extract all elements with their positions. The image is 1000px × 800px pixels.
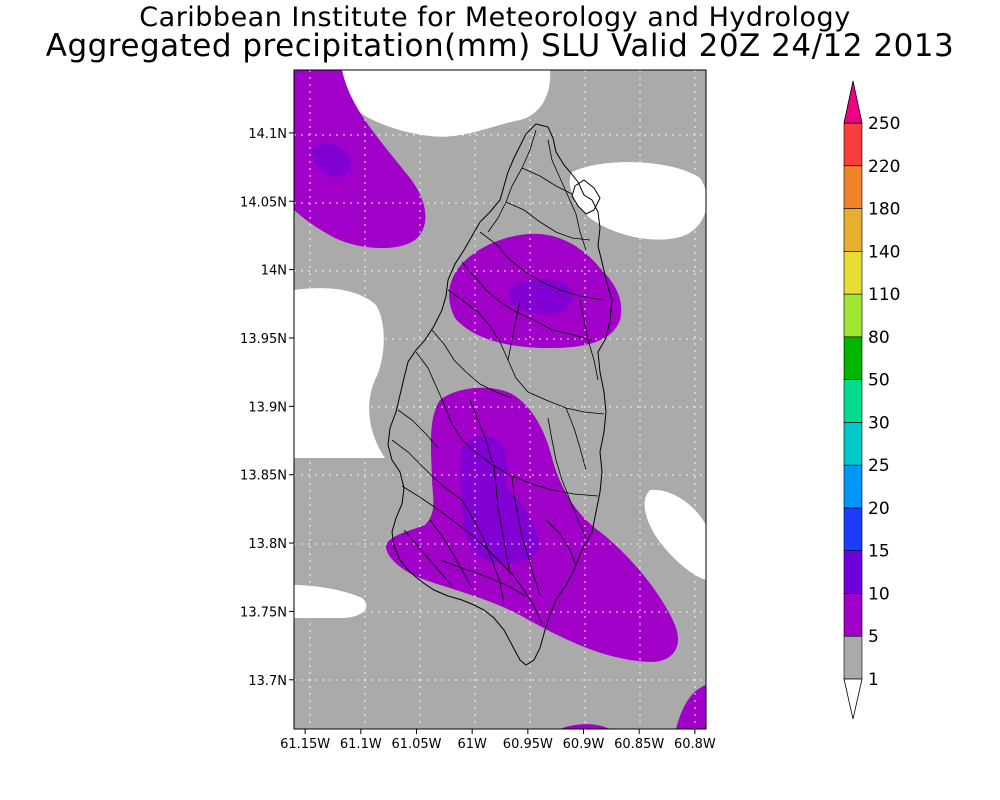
lon-tick-label: 60.85W [614, 737, 664, 752]
field-under-1mm [338, 70, 551, 137]
latitude-axis: 14.1N 14.05N 14N 13.95N 13.9N 13.85N 13.8N 13.7… [240, 127, 294, 689]
field-under-1mm [294, 585, 367, 618]
colorbar-swatch [843, 507, 863, 551]
lat-tick-label: 14.1N [248, 127, 287, 142]
lat-tick-label: 13.8N [248, 537, 287, 552]
colorbar-swatch [843, 635, 863, 680]
colorbar-label: 5 [868, 627, 879, 647]
colorbar-swatch [843, 251, 863, 295]
lat-tick-label: 13.75N [240, 605, 287, 620]
lon-tick-label: 61.1W [340, 737, 382, 752]
lat-tick-label: 13.95N [240, 332, 287, 347]
field-10-15mm [312, 143, 352, 178]
colorbar-label: 25 [868, 456, 890, 476]
colorbar-swatch [843, 165, 863, 209]
field-10-15mm [510, 278, 572, 315]
colorbar-swatch [843, 593, 863, 637]
field-5-10mm [676, 685, 706, 729]
longitude-axis: 61.15W 61.1W 61.05W 61W 60.95W 60.9W 60.85W 60.… [280, 729, 716, 752]
colorbar-label: 20 [868, 499, 890, 519]
field-5-10mm [294, 70, 426, 249]
lat-tick-label: 13.85N [240, 469, 287, 484]
colorbar-swatch [843, 122, 863, 167]
title-line-1: Caribbean Institute for Meteorology and … [139, 2, 851, 33]
lat-tick-label: 14.05N [240, 195, 287, 210]
plot-frame [293, 69, 707, 730]
colorbar-label: 15 [868, 542, 890, 562]
field-under-1mm [294, 288, 385, 458]
colorbar-swatch [843, 208, 863, 252]
island-outline [387, 123, 613, 666]
field-under-1mm [569, 162, 706, 240]
grid-lines [294, 70, 706, 729]
lon-tick-label: 61W [457, 737, 487, 752]
lon-tick-label: 60.8W [674, 737, 716, 752]
colorbar-label: 80 [868, 328, 890, 348]
lat-tick-label: 13.7N [248, 674, 287, 689]
title-line-2: Aggregated precipitation(mm) SLU Valid 2… [45, 28, 955, 64]
colorbar-swatch [843, 293, 863, 338]
colorbar-swatch [843, 464, 863, 509]
lat-tick-label: 13.9N [248, 400, 287, 415]
lon-tick-label: 60.95W [503, 737, 553, 752]
colorbar-swatch [843, 336, 863, 380]
colorbar-swatch [843, 550, 863, 594]
colorbar-label: 250 [868, 114, 900, 134]
colorbar-swatch [843, 379, 863, 423]
colorbar-label: 220 [868, 157, 900, 177]
colorbar-label: 110 [868, 285, 900, 305]
lon-tick-label: 60.9W [563, 737, 605, 752]
colorbar-over-triangle [843, 80, 863, 124]
island-outline [571, 179, 601, 215]
lon-tick-label: 61.05W [391, 737, 441, 752]
internal-boundaries [391, 129, 605, 625]
colorbar-label: 180 [868, 200, 900, 220]
colorbar-under-triangle [843, 678, 863, 720]
colorbar-label: 10 [868, 584, 890, 604]
colorbar-label: 30 [868, 413, 890, 433]
field-5-10mm [560, 724, 610, 729]
colorbar-label: 140 [868, 242, 900, 262]
colorbar-swatch [843, 422, 863, 466]
lat-tick-label: 14N [261, 264, 287, 279]
lon-tick-label: 61.15W [280, 737, 330, 752]
field-under-1mm [644, 489, 706, 580]
precipitation-field [294, 70, 706, 729]
colorbar-label: 50 [868, 371, 890, 391]
colorbar-label: 1 [868, 670, 879, 690]
